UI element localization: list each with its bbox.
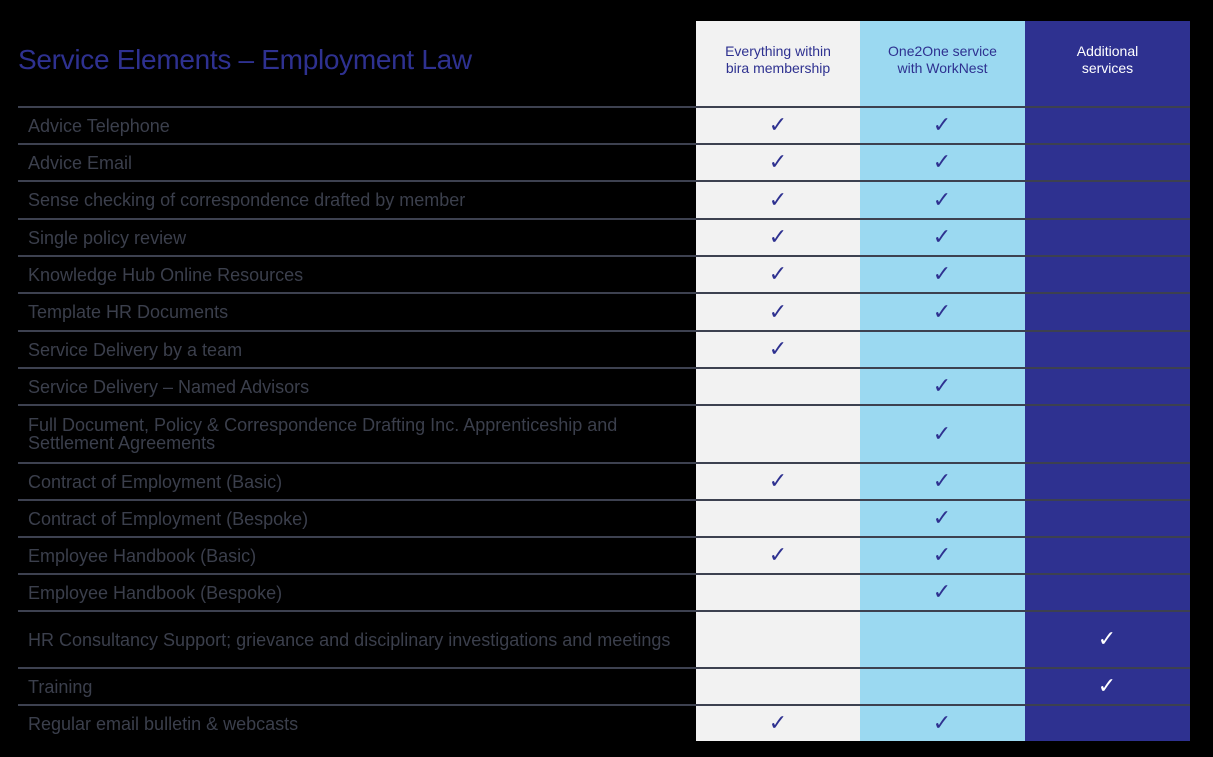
table-row: Contract of Employment (Basic) ✓ ✓ (18, 462, 1190, 499)
check-icon (1025, 501, 1189, 536)
check-icon: ✓ (768, 150, 788, 175)
table-row: Employee Handbook (Bespoke) ✓ (18, 573, 1190, 610)
check-icon (1025, 464, 1189, 499)
service-element-label: Advice Telephone (28, 115, 170, 136)
column-header-line: bira membership (725, 60, 831, 76)
check-icon (696, 369, 860, 404)
column-header-line: Additional (1076, 43, 1139, 59)
table-row: Advice Telephone ✓ ✓ (18, 106, 1190, 143)
check-icon (1025, 575, 1189, 610)
service-element-label: Contract of Employment (Basic) (28, 471, 283, 492)
check-icon (696, 575, 860, 610)
table-row: Training ✓ (18, 667, 1190, 704)
column-header-line: One2One service (888, 43, 997, 59)
check-icon (1025, 145, 1189, 180)
check-icon (696, 669, 860, 704)
service-element-label: Employee Handbook (Basic) (28, 545, 257, 566)
service-element-label: Training (28, 676, 93, 697)
service-element-label: Employee Handbook (Bespoke) (28, 582, 283, 603)
table-row: Full Document, Policy & Correspondence D… (18, 404, 1190, 462)
table-row: Regular email bulletin & webcasts ✓ ✓ (18, 704, 1190, 741)
table-row: Advice Email ✓ ✓ (18, 143, 1190, 180)
check-icon (1025, 294, 1189, 330)
column-header-additional: Additional services (1025, 43, 1190, 77)
check-icon (1025, 538, 1189, 573)
service-element-label: Single policy review (28, 227, 187, 248)
table-row: Template HR Documents ✓ ✓ (18, 292, 1190, 330)
check-icon (1025, 257, 1189, 292)
column-one2one-background (860, 21, 1025, 741)
service-element-label: Contract of Employment (Bespoke) (28, 508, 309, 529)
column-header-line: services (1081, 60, 1134, 76)
check-icon (1025, 706, 1189, 741)
check-icon: ✓ (768, 299, 788, 325)
check-icon (860, 332, 1024, 367)
column-header-line: with WorkNest (897, 60, 988, 76)
check-icon (860, 612, 1024, 667)
check-icon: ✓ (932, 187, 952, 213)
check-icon (1025, 332, 1189, 367)
check-icon (1025, 369, 1189, 404)
table-row: Knowledge Hub Online Resources ✓ ✓ (18, 255, 1190, 292)
check-icon: ✓ (768, 113, 788, 138)
service-element-label: Service Delivery – Named Advisors (28, 376, 310, 397)
check-icon: ✓ (768, 337, 788, 362)
service-element-label: Knowledge Hub Online Resources (28, 264, 304, 285)
check-icon: ✓ (1097, 627, 1117, 652)
check-icon (1025, 220, 1189, 255)
check-icon (696, 406, 860, 462)
column-bira-background (696, 21, 860, 741)
check-icon: ✓ (768, 187, 788, 213)
table-row: Single policy review ✓ ✓ (18, 218, 1190, 255)
column-header-bira: Everything within bira membership (696, 43, 860, 77)
check-icon: ✓ (932, 543, 952, 568)
service-element-label: Sense checking of correspondence drafted… (28, 190, 466, 210)
check-icon: ✓ (932, 113, 952, 138)
check-icon: ✓ (932, 506, 952, 531)
check-icon (1025, 406, 1189, 462)
table-row: Employee Handbook (Basic) ✓ ✓ (18, 536, 1190, 573)
service-element-label: Advice Email (28, 152, 133, 173)
check-icon (696, 612, 860, 667)
check-icon: ✓ (932, 225, 952, 250)
column-header-one2one: One2One service with WorkNest (860, 43, 1025, 77)
check-icon: ✓ (932, 711, 952, 736)
service-element-label: Service Delivery by a team (28, 339, 243, 360)
check-icon: ✓ (932, 374, 952, 399)
table-row: Sense checking of correspondence drafted… (18, 180, 1190, 218)
check-icon (1025, 182, 1189, 218)
check-icon (860, 669, 1024, 704)
check-icon: ✓ (768, 543, 788, 568)
table-row: HR Consultancy Support; grievance and di… (18, 610, 1190, 667)
check-icon: ✓ (768, 469, 788, 494)
check-icon: ✓ (768, 711, 788, 736)
check-icon (696, 501, 860, 536)
check-icon: ✓ (768, 225, 788, 250)
service-element-label: Regular email bulletin & webcasts (28, 713, 299, 734)
table-row: Service Delivery – Named Advisors ✓ (18, 367, 1190, 404)
service-element-label: Full Document, Policy & Correspondence D… (28, 415, 618, 453)
service-element-label: HR Consultancy Support; grievance and di… (28, 629, 671, 650)
check-icon: ✓ (932, 421, 952, 447)
check-icon: ✓ (932, 262, 952, 287)
table-row: Contract of Employment (Bespoke) ✓ (18, 499, 1190, 536)
check-icon: ✓ (932, 150, 952, 175)
check-icon: ✓ (932, 469, 952, 494)
column-additional-background (1025, 21, 1190, 741)
check-icon (1025, 108, 1189, 143)
check-icon: ✓ (932, 299, 952, 325)
page-title: Service Elements – Employment Law (18, 44, 472, 75)
column-header-line: Everything within (725, 43, 831, 59)
table-row: Service Delivery by a team ✓ (18, 330, 1190, 367)
check-icon: ✓ (768, 262, 788, 287)
check-icon: ✓ (1097, 674, 1117, 699)
check-icon: ✓ (932, 580, 952, 605)
service-element-label: Template HR Documents (28, 302, 229, 322)
